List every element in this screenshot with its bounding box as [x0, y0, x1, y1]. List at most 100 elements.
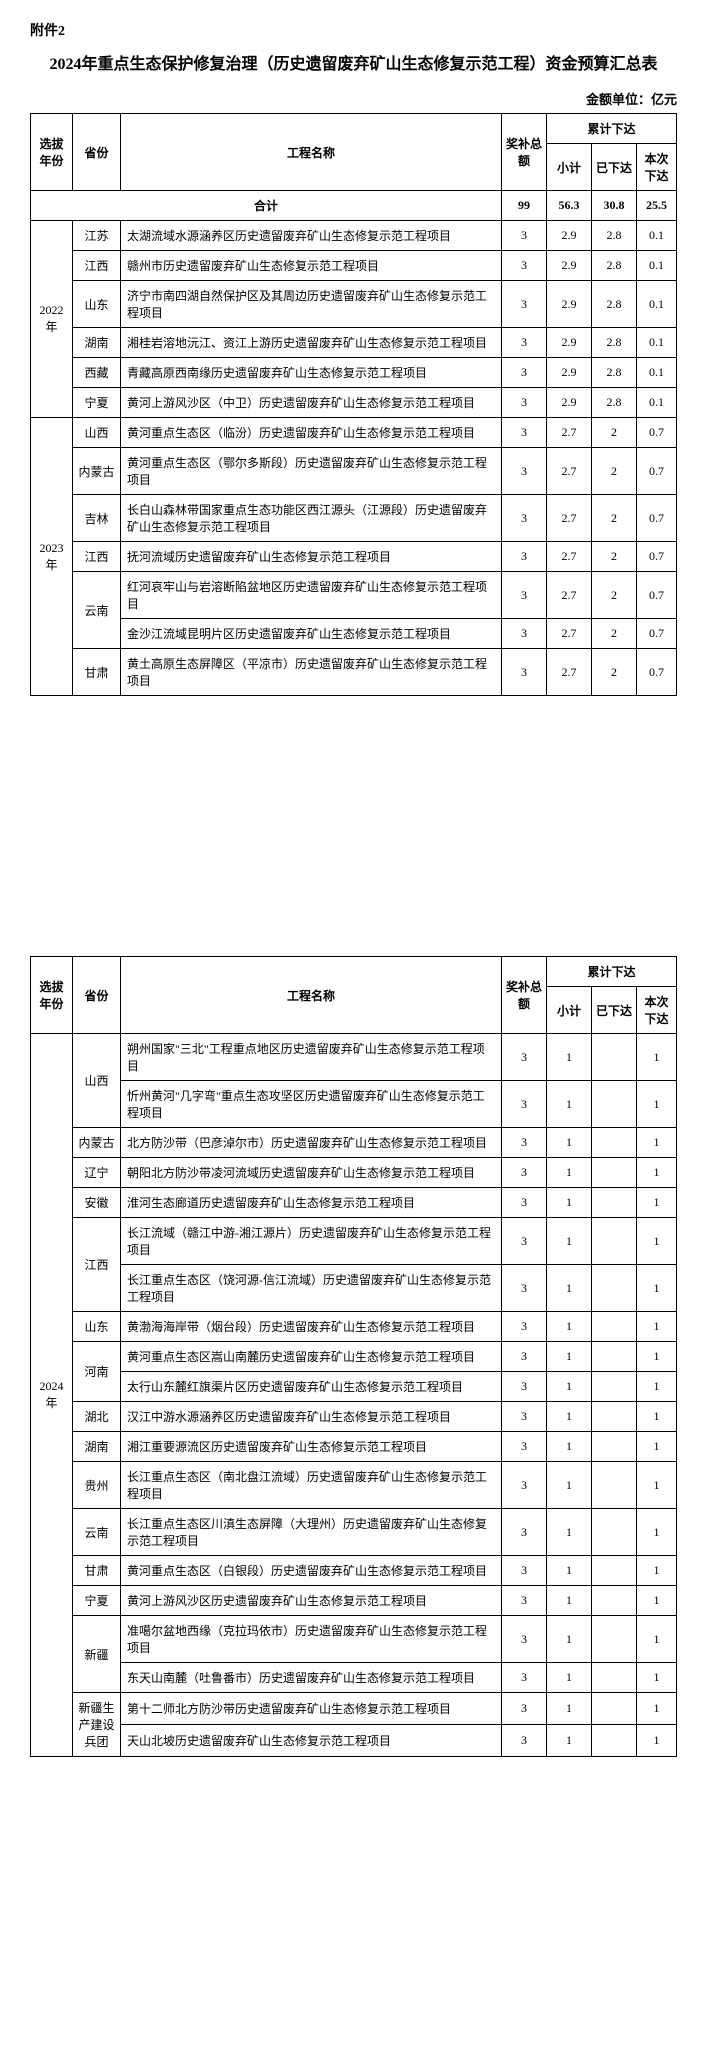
this-time-cell: 0.7: [637, 649, 677, 696]
project-name-cell: 朔州国家"三北"工程重点地区历史遗留废弃矿山生态修复示范工程项目: [121, 1034, 502, 1081]
this-time-cell: 0.1: [637, 221, 677, 251]
table-row: 天山北坡历史遗留废弃矿山生态修复示范工程项目311: [31, 1725, 677, 1757]
province-cell: 山西: [73, 418, 121, 448]
header-allocated: 已下达: [592, 144, 637, 191]
this-time-cell: 0.1: [637, 358, 677, 388]
allocated-cell: [592, 1556, 637, 1586]
this-time-cell: 0.7: [637, 495, 677, 542]
header-cumulative: 累计下达: [547, 114, 677, 144]
project-name-cell: 长江重点生态区（南北盘江流域）历史遗留废弃矿山生态修复示范工程项目: [121, 1462, 502, 1509]
header-subtotal: 小计: [547, 987, 592, 1034]
allocated-cell: [592, 1616, 637, 1663]
header-this-time: 本次下达: [637, 144, 677, 191]
this-time-cell: 0.7: [637, 572, 677, 619]
this-time-cell: 1: [637, 1725, 677, 1757]
province-cell: 山东: [73, 1312, 121, 1342]
province-cell: 辽宁: [73, 1158, 121, 1188]
project-name-cell: 赣州市历史遗留废弃矿山生态修复示范工程项目: [121, 251, 502, 281]
project-name-cell: 长江重点生态区（饶河源-信江流域）历史遗留废弃矿山生态修复示范工程项目: [121, 1265, 502, 1312]
allocated-cell: 2.8: [592, 388, 637, 418]
unit-label: 金额单位：亿元: [30, 89, 677, 108]
this-time-cell: 1: [637, 1693, 677, 1725]
table-header: 选拔年份 省份 工程名称 奖补总额 累计下达 小计 已下达 本次下达 合计 99…: [31, 114, 677, 221]
award-cell: 3: [502, 358, 547, 388]
allocated-cell: 2.8: [592, 328, 637, 358]
table-row: 江西长江流域（赣江中游-湘江源片）历史遗留废弃矿山生态修复示范工程项目311: [31, 1218, 677, 1265]
subtotal-cell: 1: [547, 1693, 592, 1725]
this-time-cell: 1: [637, 1312, 677, 1342]
table-row: 甘肃黄河重点生态区（白银段）历史遗留废弃矿山生态修复示范工程项目311: [31, 1556, 677, 1586]
this-time-cell: 1: [637, 1081, 677, 1128]
province-cell: 江西: [73, 1218, 121, 1312]
award-cell: 3: [502, 1158, 547, 1188]
page-gap: [30, 696, 677, 956]
allocated-cell: [592, 1586, 637, 1616]
project-name-cell: 淮河生态廊道历史遗留废弃矿山生态修复示范工程项目: [121, 1188, 502, 1218]
province-cell: 贵州: [73, 1462, 121, 1509]
award-cell: 3: [502, 1312, 547, 1342]
allocated-cell: [592, 1081, 637, 1128]
year-cell: 2022年: [31, 221, 73, 418]
subtotal-cell: 2.7: [547, 542, 592, 572]
subtotal-cell: 2.7: [547, 418, 592, 448]
table-row: 2022年江苏太湖流域水源涵养区历史遗留废弃矿山生态修复示范工程项目32.92.…: [31, 221, 677, 251]
table-row: 长江重点生态区（饶河源-信江流域）历史遗留废弃矿山生态修复示范工程项目311: [31, 1265, 677, 1312]
award-cell: 3: [502, 448, 547, 495]
allocated-cell: [592, 1128, 637, 1158]
total-award: 99: [502, 191, 547, 221]
award-cell: 3: [502, 542, 547, 572]
table-row: 云南长江重点生态区川滇生态屏障（大理州）历史遗留废弃矿山生态修复示范工程项目31…: [31, 1509, 677, 1556]
header-project: 工程名称: [121, 114, 502, 191]
award-cell: 3: [502, 1402, 547, 1432]
project-name-cell: 准噶尔盆地西缘（克拉玛依市）历史遗留废弃矿山生态修复示范工程项目: [121, 1616, 502, 1663]
subtotal-cell: 1: [547, 1081, 592, 1128]
table-row: 山东济宁市南四湖自然保护区及其周边历史遗留废弃矿山生态修复示范工程项目32.92…: [31, 281, 677, 328]
total-row-label: 合计: [31, 191, 502, 221]
this-time-cell: 1: [637, 1188, 677, 1218]
this-time-cell: 1: [637, 1034, 677, 1081]
project-name-cell: 抚河流域历史遗留废弃矿山生态修复示范工程项目: [121, 542, 502, 572]
total-subtotal: 56.3: [547, 191, 592, 221]
this-time-cell: 1: [637, 1462, 677, 1509]
project-name-cell: 朝阳北方防沙带凌河流域历史遗留废弃矿山生态修复示范工程项目: [121, 1158, 502, 1188]
table-row: 2023年山西黄河重点生态区（临汾）历史遗留废弃矿山生态修复示范工程项目32.7…: [31, 418, 677, 448]
this-time-cell: 1: [637, 1509, 677, 1556]
table-row: 云南红河哀牢山与岩溶断陷盆地区历史遗留废弃矿山生态修复示范工程项目32.720.…: [31, 572, 677, 619]
allocated-cell: [592, 1342, 637, 1372]
header-cumulative: 累计下达: [547, 957, 677, 987]
this-time-cell: 1: [637, 1372, 677, 1402]
province-cell: 宁夏: [73, 388, 121, 418]
budget-table-page1: 选拔年份 省份 工程名称 奖补总额 累计下达 小计 已下达 本次下达 合计 99…: [30, 113, 677, 696]
allocated-cell: [592, 1725, 637, 1757]
subtotal-cell: 1: [547, 1218, 592, 1265]
project-name-cell: 东天山南麓（吐鲁番市）历史遗留废弃矿山生态修复示范工程项目: [121, 1663, 502, 1693]
award-cell: 3: [502, 649, 547, 696]
this-time-cell: 0.1: [637, 281, 677, 328]
this-time-cell: 1: [637, 1586, 677, 1616]
award-cell: 3: [502, 418, 547, 448]
province-cell: 云南: [73, 572, 121, 649]
subtotal-cell: 1: [547, 1034, 592, 1081]
award-cell: 3: [502, 1725, 547, 1757]
allocated-cell: [592, 1372, 637, 1402]
table-row: 贵州长江重点生态区（南北盘江流域）历史遗留废弃矿山生态修复示范工程项目311: [31, 1462, 677, 1509]
header-project: 工程名称: [121, 957, 502, 1034]
award-cell: 3: [502, 1693, 547, 1725]
project-name-cell: 青藏高原西南缘历史遗留废弃矿山生态修复示范工程项目: [121, 358, 502, 388]
this-time-cell: 1: [637, 1342, 677, 1372]
allocated-cell: [592, 1188, 637, 1218]
subtotal-cell: 1: [547, 1265, 592, 1312]
award-cell: 3: [502, 1218, 547, 1265]
subtotal-cell: 1: [547, 1462, 592, 1509]
allocated-cell: 2: [592, 572, 637, 619]
award-cell: 3: [502, 1663, 547, 1693]
total-this-time: 25.5: [637, 191, 677, 221]
allocated-cell: [592, 1663, 637, 1693]
project-name-cell: 红河哀牢山与岩溶断陷盆地区历史遗留废弃矿山生态修复示范工程项目: [121, 572, 502, 619]
allocated-cell: 2: [592, 448, 637, 495]
province-cell: 宁夏: [73, 1586, 121, 1616]
award-cell: 3: [502, 251, 547, 281]
table-row: 江西抚河流域历史遗留废弃矿山生态修复示范工程项目32.720.7: [31, 542, 677, 572]
allocated-cell: [592, 1509, 637, 1556]
award-cell: 3: [502, 619, 547, 649]
